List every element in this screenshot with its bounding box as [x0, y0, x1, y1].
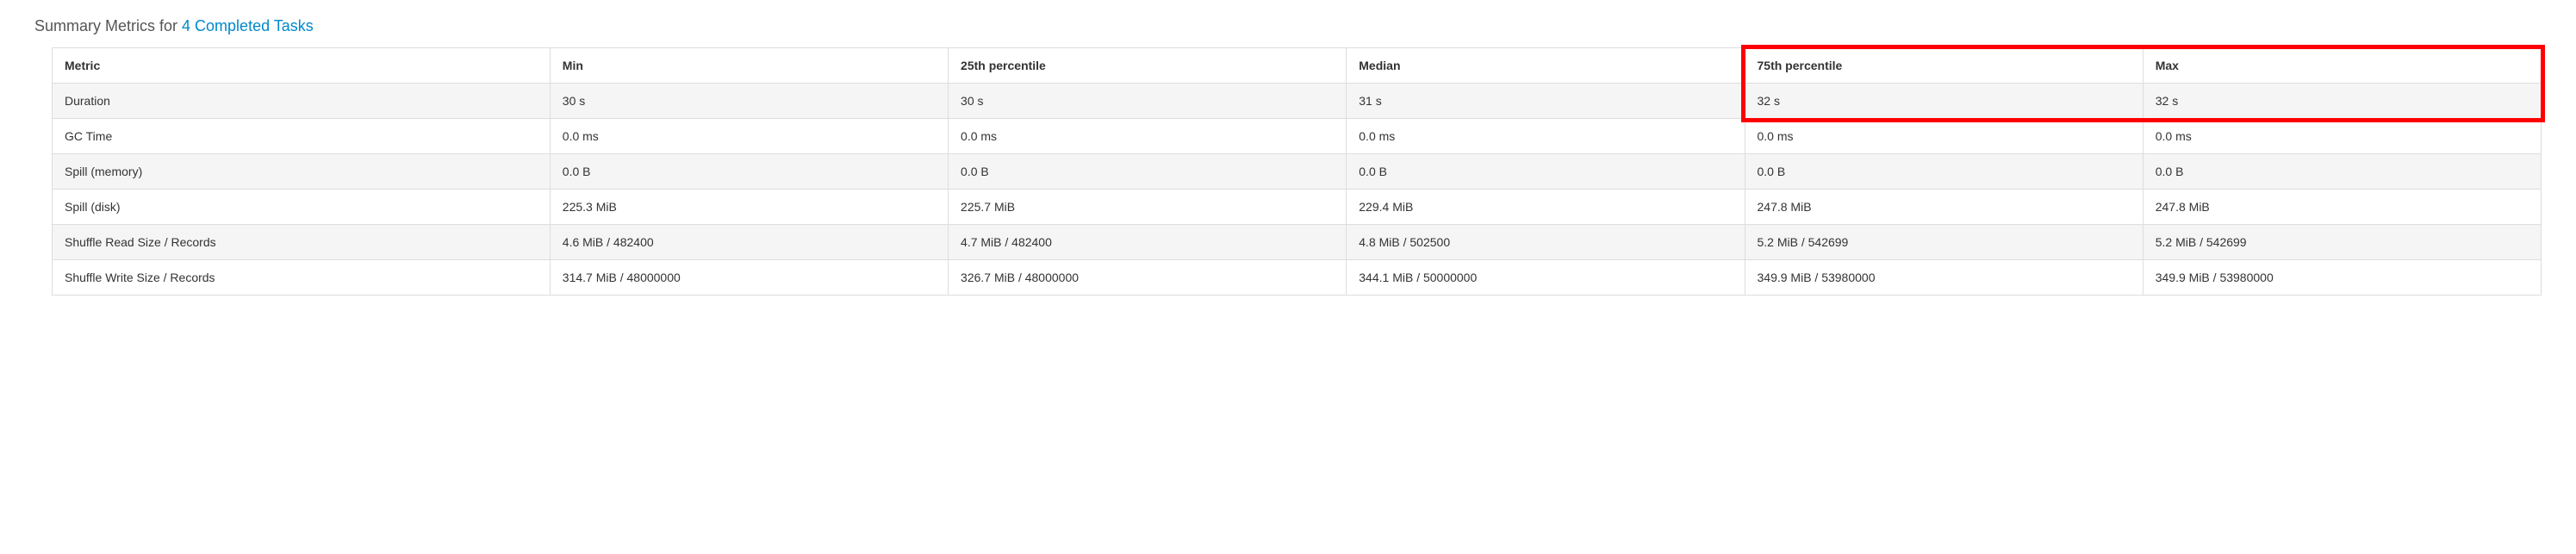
col-p25[interactable]: 25th percentile	[949, 48, 1347, 84]
metric-value-cell: 31 s	[1347, 84, 1745, 119]
metric-value-cell: 225.7 MiB	[949, 190, 1347, 225]
col-metric[interactable]: Metric	[53, 48, 551, 84]
col-max[interactable]: Max	[2143, 48, 2541, 84]
metric-value-cell: 4.8 MiB / 502500	[1347, 225, 1745, 260]
metric-value-cell: 0.0 B	[949, 154, 1347, 190]
metric-value-cell: 349.9 MiB / 53980000	[1745, 260, 2143, 296]
metric-value-cell: 0.0 ms	[949, 119, 1347, 154]
table-row: Shuffle Read Size / Records4.6 MiB / 482…	[53, 225, 2542, 260]
metric-value-cell: 5.2 MiB / 542699	[1745, 225, 2143, 260]
table-row: Duration30 s30 s31 s32 s32 s	[53, 84, 2542, 119]
metric-value-cell: 0.0 ms	[1745, 119, 2143, 154]
metric-value-cell: 326.7 MiB / 48000000	[949, 260, 1347, 296]
metric-value-cell: 0.0 B	[550, 154, 948, 190]
completed-tasks-link[interactable]: 4 Completed Tasks	[182, 17, 314, 34]
metric-value-cell: 0.0 ms	[2143, 119, 2541, 154]
metric-value-cell: 344.1 MiB / 50000000	[1347, 260, 1745, 296]
metric-name-cell: Shuffle Read Size / Records	[53, 225, 551, 260]
metric-value-cell: 225.3 MiB	[550, 190, 948, 225]
col-p75[interactable]: 75th percentile	[1745, 48, 2143, 84]
metric-value-cell: 5.2 MiB / 542699	[2143, 225, 2541, 260]
col-min[interactable]: Min	[550, 48, 948, 84]
metric-value-cell: 0.0 B	[2143, 154, 2541, 190]
metric-value-cell: 349.9 MiB / 53980000	[2143, 260, 2541, 296]
table-row: Spill (disk)225.3 MiB225.7 MiB229.4 MiB2…	[53, 190, 2542, 225]
metric-value-cell: 32 s	[1745, 84, 2143, 119]
metric-value-cell: 0.0 B	[1347, 154, 1745, 190]
metric-value-cell: 4.6 MiB / 482400	[550, 225, 948, 260]
table-row: Shuffle Write Size / Records314.7 MiB / …	[53, 260, 2542, 296]
table-header-row: Metric Min 25th percentile Median 75th p…	[53, 48, 2542, 84]
metric-value-cell: 0.0 ms	[1347, 119, 1745, 154]
metric-name-cell: Spill (disk)	[53, 190, 551, 225]
heading-prefix: Summary Metrics for	[34, 17, 182, 34]
summary-heading: Summary Metrics for 4 Completed Tasks	[34, 17, 2542, 35]
metric-name-cell: Shuffle Write Size / Records	[53, 260, 551, 296]
metric-value-cell: 32 s	[2143, 84, 2541, 119]
metric-name-cell: Duration	[53, 84, 551, 119]
metric-name-cell: GC Time	[53, 119, 551, 154]
col-median[interactable]: Median	[1347, 48, 1745, 84]
metric-name-cell: Spill (memory)	[53, 154, 551, 190]
metric-value-cell: 0.0 B	[1745, 154, 2143, 190]
table-row: GC Time0.0 ms0.0 ms0.0 ms0.0 ms0.0 ms	[53, 119, 2542, 154]
metric-value-cell: 314.7 MiB / 48000000	[550, 260, 948, 296]
metric-value-cell: 229.4 MiB	[1347, 190, 1745, 225]
table-row: Spill (memory)0.0 B0.0 B0.0 B0.0 B0.0 B	[53, 154, 2542, 190]
metric-value-cell: 0.0 ms	[550, 119, 948, 154]
metric-value-cell: 30 s	[949, 84, 1347, 119]
metric-value-cell: 30 s	[550, 84, 948, 119]
metrics-table-wrap: Metric Min 25th percentile Median 75th p…	[52, 47, 2542, 296]
metrics-table: Metric Min 25th percentile Median 75th p…	[52, 47, 2542, 296]
metric-value-cell: 247.8 MiB	[1745, 190, 2143, 225]
metric-value-cell: 247.8 MiB	[2143, 190, 2541, 225]
metric-value-cell: 4.7 MiB / 482400	[949, 225, 1347, 260]
